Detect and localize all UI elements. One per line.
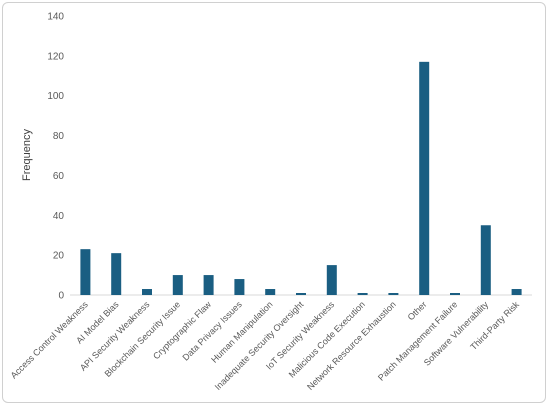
y-axis-ticks: 0 20 40 60 80 100 120 140 [47, 12, 64, 302]
bar [480, 225, 491, 295]
x-tick-label: Cryptographic Flaw [151, 299, 213, 361]
bar [511, 289, 522, 295]
bar [388, 293, 399, 295]
bar [234, 279, 245, 295]
bar [419, 61, 430, 296]
bar [450, 293, 460, 295]
y-tick-label: 60 [53, 171, 65, 182]
y-tick-label: 80 [53, 131, 65, 142]
bar [203, 275, 214, 295]
bar [296, 293, 306, 295]
x-tick-label: Data Privacy Issues [181, 299, 245, 363]
x-tick-label: Other [406, 299, 429, 322]
y-axis-title: Frequency [21, 129, 33, 181]
y-tick-label: 20 [53, 251, 65, 262]
y-tick-label: 100 [47, 91, 64, 102]
chart-frame [2, 2, 546, 403]
y-tick-label: 120 [47, 51, 64, 62]
bar [80, 249, 91, 295]
bars [80, 61, 522, 296]
bar [172, 275, 183, 295]
bar [326, 265, 337, 295]
y-tick-label: 140 [47, 12, 64, 23]
y-tick-label: 40 [53, 211, 65, 222]
bar [357, 293, 368, 295]
bar [265, 289, 276, 295]
bar [111, 253, 122, 295]
y-tick-label: 0 [58, 291, 64, 302]
bar [142, 289, 152, 295]
